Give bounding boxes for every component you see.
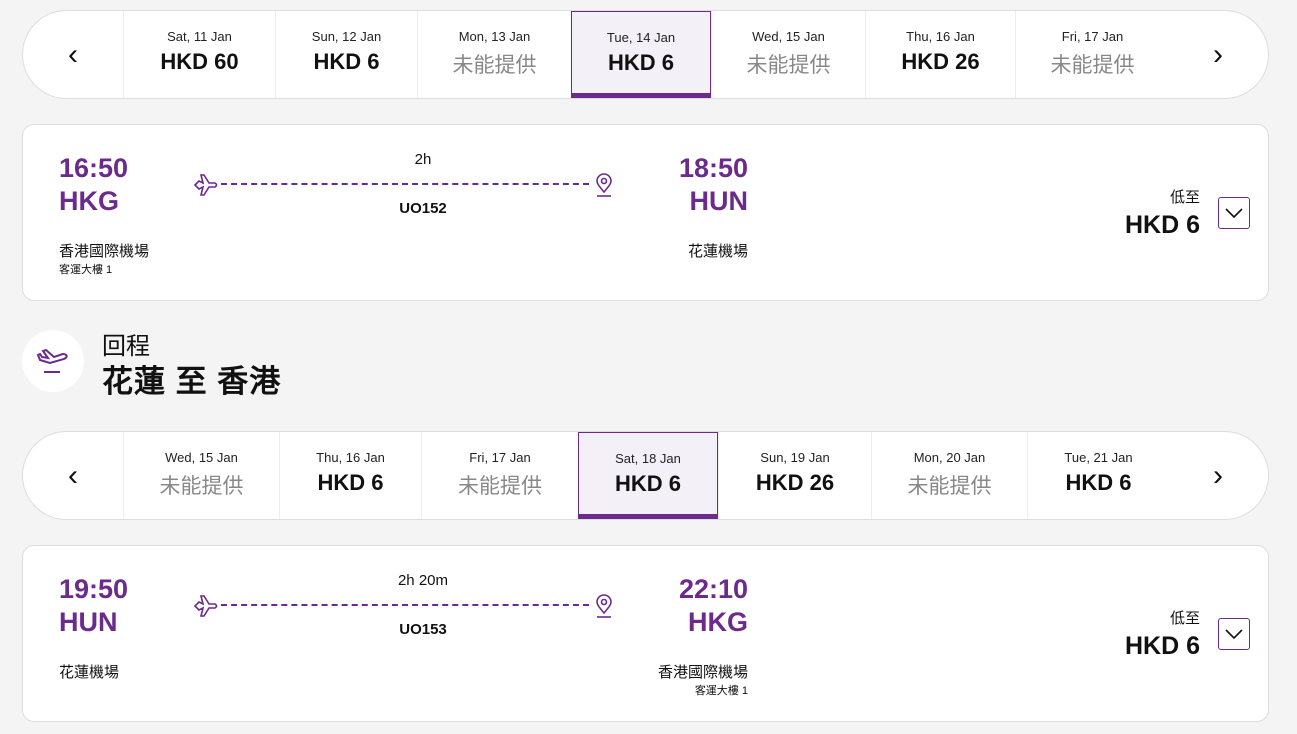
return-flight-icon bbox=[22, 330, 84, 392]
previous-dates-arrow-icon[interactable]: ‹ bbox=[68, 458, 78, 492]
date-label: Tue, 21 Jan bbox=[1064, 450, 1133, 465]
flight-duration: 2h 20m bbox=[397, 572, 449, 589]
date-label: Sat, 11 Jan bbox=[167, 29, 232, 44]
inbound-date-strip: ‹ Wed, 15 Jan 未能提供 Thu, 16 Jan HKD 6 Fri… bbox=[22, 431, 1269, 520]
date-label: Tue, 14 Jan bbox=[606, 30, 676, 45]
arrival-code: HUN bbox=[689, 186, 749, 216]
departure-code: HUN bbox=[59, 607, 118, 637]
arrival-airport: 香港國際機場 bbox=[657, 664, 748, 681]
date-price: HKD 26 bbox=[901, 49, 980, 74]
date-label: Fri, 17 Jan bbox=[1061, 29, 1124, 44]
date-price: 未能提供 bbox=[746, 54, 831, 77]
return-route-title: 花蓮 至 香港 bbox=[102, 364, 282, 399]
date-tab[interactable]: Tue, 21 Jan HKD 6 bbox=[1027, 432, 1169, 519]
date-label: Fri, 17 Jan bbox=[469, 450, 531, 465]
flight-duration: 2h bbox=[414, 151, 432, 168]
expand-chevron-down-icon[interactable] bbox=[1218, 197, 1250, 229]
lowest-price: HKD 6 bbox=[1124, 632, 1200, 660]
date-tab[interactable]: Sun, 19 Jan HKD 26 bbox=[718, 432, 871, 519]
location-pin-icon bbox=[594, 594, 614, 625]
date-tab[interactable]: Wed, 15 Jan 未能提供 bbox=[711, 11, 865, 98]
date-price: 未能提供 bbox=[907, 475, 992, 498]
date-tab[interactable]: Fri, 17 Jan 未能提供 bbox=[421, 432, 578, 519]
departure-time: 16:50 bbox=[59, 153, 129, 183]
date-tab[interactable]: Mon, 13 Jan 未能提供 bbox=[417, 11, 571, 98]
departure-airport: 花蓮機場 bbox=[59, 664, 120, 681]
arrival-terminal: 客運大樓 1 bbox=[694, 685, 748, 697]
date-label: Thu, 16 Jan bbox=[316, 450, 385, 465]
date-price: 未能提供 bbox=[1050, 54, 1135, 77]
departure-terminal: 客運大樓 1 bbox=[59, 264, 113, 276]
date-tab[interactable]: Mon, 20 Jan 未能提供 bbox=[871, 432, 1027, 519]
next-dates-arrow-icon[interactable]: › bbox=[1213, 458, 1223, 492]
date-price: HKD 60 bbox=[160, 49, 239, 74]
arrival-time: 22:10 bbox=[678, 574, 748, 604]
date-price: HKD 6 bbox=[317, 470, 384, 495]
departure-airport: 香港國際機場 bbox=[59, 243, 150, 260]
flight-number: UO153 bbox=[399, 621, 447, 638]
flight-route-line bbox=[221, 183, 589, 185]
date-price: 未能提供 bbox=[159, 475, 244, 498]
return-label: 回程 bbox=[102, 333, 150, 360]
plane-icon bbox=[193, 173, 219, 202]
arrival-code: HKG bbox=[688, 607, 748, 637]
date-label: Wed, 15 Jan bbox=[752, 29, 825, 44]
expand-chevron-down-icon[interactable] bbox=[1218, 618, 1250, 650]
date-price: HKD 26 bbox=[755, 470, 835, 495]
date-tab[interactable]: Tue, 14 Jan HKD 6 bbox=[571, 11, 711, 98]
inbound-flight-card: 19:50 HUN 花蓮機場 2h 20m UO153 22:10 HKG 香港… bbox=[22, 545, 1269, 722]
date-price: HKD 6 bbox=[1065, 470, 1132, 495]
date-price: 未能提供 bbox=[452, 54, 537, 77]
location-pin-icon bbox=[594, 173, 614, 204]
flight-route-line bbox=[221, 604, 589, 606]
price-from-label: 低至 bbox=[1169, 189, 1200, 206]
price-from-label: 低至 bbox=[1169, 610, 1200, 627]
arrival-airport: 花蓮機場 bbox=[687, 243, 748, 260]
lowest-price: HKD 6 bbox=[1124, 211, 1200, 239]
date-label: Mon, 13 Jan bbox=[458, 29, 531, 44]
arrival-time: 18:50 bbox=[678, 153, 748, 183]
date-tab[interactable]: Fri, 17 Jan 未能提供 bbox=[1015, 11, 1169, 98]
date-tab[interactable]: Wed, 15 Jan 未能提供 bbox=[123, 432, 279, 519]
flight-number: UO152 bbox=[399, 200, 447, 217]
outbound-date-strip: ‹ Sat, 11 Jan HKD 60 Sun, 12 Jan HKD 6 M… bbox=[22, 10, 1269, 99]
departure-code: HKG bbox=[59, 186, 119, 216]
date-price: HKD 6 bbox=[313, 49, 380, 74]
departure-time: 19:50 bbox=[59, 574, 129, 604]
plane-icon bbox=[193, 594, 219, 623]
previous-dates-arrow-icon[interactable]: ‹ bbox=[68, 37, 78, 71]
date-label: Sat, 18 Jan bbox=[615, 451, 681, 466]
date-tab[interactable]: Sat, 18 Jan HKD 6 bbox=[578, 432, 718, 519]
date-tab[interactable]: Sun, 12 Jan HKD 6 bbox=[275, 11, 417, 98]
outbound-flight-card: 16:50 HKG 香港國際機場 客運大樓 1 2h UO152 18:50 H… bbox=[22, 124, 1269, 301]
date-label: Sun, 12 Jan bbox=[311, 29, 382, 44]
date-price: HKD 6 bbox=[607, 50, 674, 75]
date-label: Wed, 15 Jan bbox=[165, 450, 238, 465]
date-price: HKD 6 bbox=[614, 471, 681, 496]
next-dates-arrow-icon[interactable]: › bbox=[1213, 37, 1223, 71]
date-label: Thu, 16 Jan bbox=[906, 29, 975, 44]
date-tab[interactable]: Thu, 16 Jan HKD 6 bbox=[279, 432, 421, 519]
date-label: Mon, 20 Jan bbox=[913, 450, 986, 465]
date-tab[interactable]: Sat, 11 Jan HKD 60 bbox=[123, 11, 275, 98]
date-tab[interactable]: Thu, 16 Jan HKD 26 bbox=[865, 11, 1015, 98]
date-label: Sun, 19 Jan bbox=[760, 450, 830, 465]
date-price: 未能提供 bbox=[458, 475, 542, 498]
